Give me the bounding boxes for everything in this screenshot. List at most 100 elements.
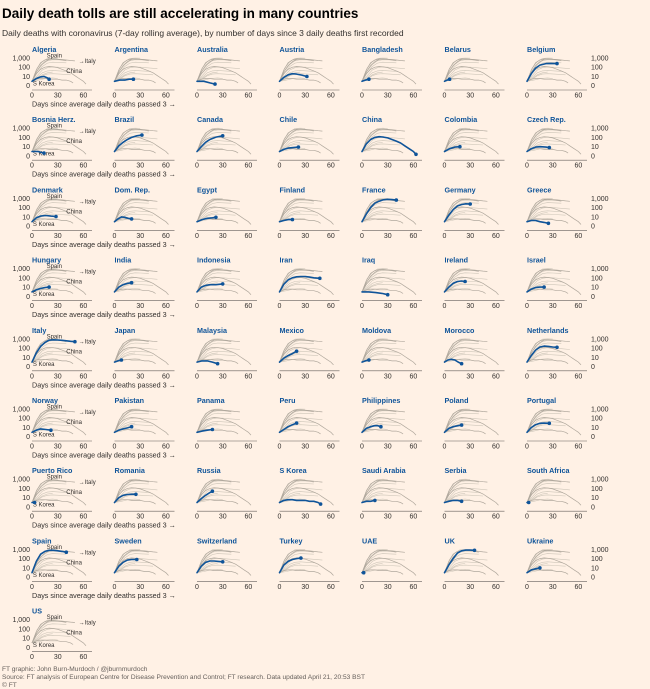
reference-line-spain xyxy=(526,128,562,152)
panel-pakistan: Pakistan 0 30 60 xyxy=(113,396,175,451)
x-axis-label: Days since average daily deaths passed 3… xyxy=(32,310,176,319)
y-tick-label: 1,000 xyxy=(12,56,30,63)
x-tick-label: 30 xyxy=(384,444,392,451)
reference-line-korea xyxy=(444,218,486,224)
reference-line-china xyxy=(279,487,334,506)
reference-label-spain: Spain xyxy=(47,264,62,270)
x-tick-label: 30 xyxy=(384,233,392,240)
reference-line xyxy=(196,350,234,363)
x-tick-label: 60 xyxy=(575,584,583,591)
panel-title: Mexico xyxy=(280,326,305,335)
country-endpoint xyxy=(134,492,138,497)
reference-line-italy xyxy=(444,128,488,152)
x-tick-label: 30 xyxy=(549,233,557,240)
x-tick-label: 0 xyxy=(525,93,529,100)
reference-line xyxy=(31,491,69,503)
x-axis-label: Days since average daily deaths passed 3… xyxy=(32,451,176,460)
x-tick-label: 30 xyxy=(466,444,474,451)
panel-title: Iraq xyxy=(362,256,375,265)
x-tick-label: 0 xyxy=(443,444,447,451)
x-tick-label: 0 xyxy=(278,444,282,451)
reference-line-spain xyxy=(279,128,314,152)
reference-line-china xyxy=(31,417,87,436)
reference-line-italy xyxy=(31,199,75,222)
panel-title: Ireland xyxy=(445,256,469,265)
x-tick-label: 30 xyxy=(466,163,474,170)
reference-label-spain: Spain xyxy=(47,615,62,621)
reference-line-italy xyxy=(114,199,158,222)
reference-line xyxy=(279,206,323,222)
reference-line-spain xyxy=(444,479,479,503)
reference-line-china xyxy=(31,346,87,366)
reference-line xyxy=(526,206,570,222)
panel-title: Morocco xyxy=(445,326,476,335)
x-tick-label: 30 xyxy=(549,584,557,591)
y-tick-label: 1,000 xyxy=(12,266,30,273)
reference-line-china xyxy=(114,276,169,295)
x-tick-label: 0 xyxy=(30,233,34,240)
panel-title: Peru xyxy=(280,396,296,405)
y-tick-label: 100 xyxy=(591,556,603,563)
reference-line xyxy=(114,350,151,363)
reference-line-korea xyxy=(196,358,239,364)
country-line xyxy=(113,493,137,504)
reference-line-korea xyxy=(196,429,239,435)
y-tick-label: 1,000 xyxy=(591,266,609,273)
y-tick-label: 1,000 xyxy=(591,477,609,484)
country-line xyxy=(443,280,466,293)
reference-line-spain xyxy=(444,339,479,363)
x-tick-label: 30 xyxy=(384,584,392,591)
reference-line-italy xyxy=(31,128,75,152)
x-tick-label: 0 xyxy=(30,163,34,170)
reference-line-korea xyxy=(361,429,404,435)
reference-line-spain xyxy=(279,409,314,433)
country-endpoint xyxy=(472,548,477,553)
x-tick-label: 30 xyxy=(384,303,392,310)
reference-line-korea xyxy=(114,288,156,294)
reference-label-spain: Spain xyxy=(47,405,62,411)
panel-canada: Canada 0 30 60 xyxy=(195,115,257,170)
reference-line xyxy=(526,66,570,82)
panel-title: Czech Rep. xyxy=(527,115,566,124)
country-endpoint xyxy=(210,427,215,432)
reference-line-italy xyxy=(114,479,158,503)
y-tick-label: 100 xyxy=(18,626,30,633)
reference-line-spain xyxy=(279,479,314,503)
panel-title: Hungary xyxy=(32,256,61,265)
y-tick-label: 1,000 xyxy=(591,336,609,343)
y-tick-label: 0 xyxy=(26,224,30,231)
country-endpoint xyxy=(294,349,299,353)
reference-line xyxy=(361,491,399,503)
x-tick-label: 0 xyxy=(113,233,117,240)
x-tick-label: 30 xyxy=(136,303,144,310)
x-tick-label: 0 xyxy=(360,93,364,100)
reference-line-italy xyxy=(114,269,158,293)
y-tick-label: 0 xyxy=(591,504,595,511)
reference-line-italy xyxy=(361,128,405,152)
country-endpoint xyxy=(394,198,399,202)
panel-title: Pakistan xyxy=(115,396,145,405)
panel-iran: Iran 0 30 60 xyxy=(278,256,340,310)
y-tick-label: 0 xyxy=(591,575,595,582)
reference-line xyxy=(31,561,69,573)
x-tick-label: 30 xyxy=(301,163,309,170)
reference-line xyxy=(444,417,488,433)
reference-line xyxy=(196,487,240,503)
reference-line xyxy=(279,210,316,222)
reference-line-korea xyxy=(526,78,569,84)
panel-title: UK xyxy=(445,536,456,545)
country-line xyxy=(31,549,68,574)
x-tick-label: 60 xyxy=(575,514,583,521)
reference-line-spain xyxy=(279,549,314,573)
x-tick-label: 60 xyxy=(327,93,335,100)
x-tick-label: 30 xyxy=(301,233,309,240)
x-axis-label: Days since average daily deaths passed 3… xyxy=(32,100,176,109)
panel-switzerland: Switzerland 0 30 60 xyxy=(195,536,257,591)
panel-malaysia: Malaysia 0 30 60 xyxy=(195,326,257,380)
reference-label-spain: Spain xyxy=(47,545,62,551)
reference-line-italy xyxy=(114,409,158,433)
reference-line xyxy=(31,557,75,573)
reference-line xyxy=(279,347,323,363)
